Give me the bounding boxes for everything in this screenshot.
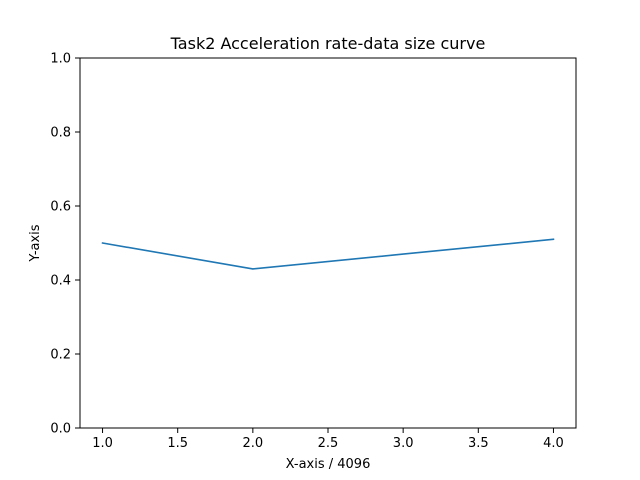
x-axis-label: X-axis / 4096 [286, 457, 371, 472]
plot-frame [79, 57, 577, 429]
x-tick-label: 1.5 [167, 436, 188, 451]
y-tick-label: 0.8 [50, 126, 71, 141]
x-tick-label: 2.0 [243, 436, 264, 451]
chart-title: Task2 Acceleration rate-data size curve [170, 34, 486, 53]
y-axis-label: Y-axis [28, 224, 43, 262]
y-tick-label: 0.2 [50, 348, 71, 363]
x-axis-ticks: 1.0 1.5 2.0 2.5 3.0 3.5 4.0 [92, 428, 564, 451]
x-tick-label: 3.0 [393, 436, 414, 451]
y-tick-label: 0.4 [50, 274, 71, 289]
y-tick-label: 0.6 [50, 200, 71, 215]
y-tick-label: 1.0 [50, 52, 71, 67]
series-line [101, 238, 555, 270]
x-tick-label: 4.0 [543, 436, 564, 451]
x-tick-label: 2.5 [318, 436, 339, 451]
y-axis-ticks: 0.0 0.2 0.4 0.6 0.8 1.0 [50, 52, 80, 437]
x-tick-label: 3.5 [468, 436, 489, 451]
series-layer [101, 238, 555, 270]
x-tick-label: 1.0 [92, 436, 113, 451]
y-tick-label: 0.0 [50, 422, 71, 437]
